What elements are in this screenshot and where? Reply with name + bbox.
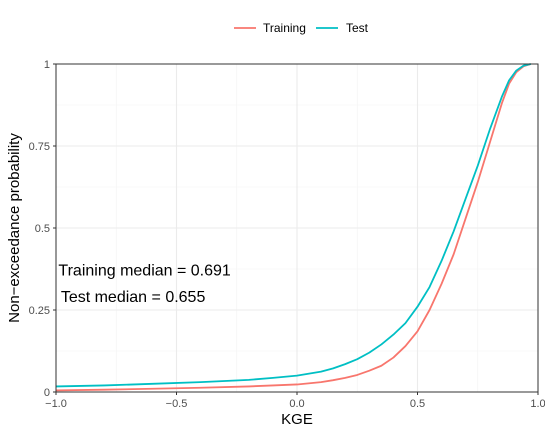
legend-label-training: Training xyxy=(263,21,306,35)
x-tick-label: −0.5 xyxy=(166,398,188,410)
y-tick-label: 0.5 xyxy=(35,223,50,235)
test-median-annotation: Test median = 0.655 xyxy=(61,289,206,306)
y-axis-title: Non−exceedance probability xyxy=(6,133,23,323)
legend-label-test: Test xyxy=(346,21,369,35)
x-tick-label: −1.0 xyxy=(45,398,67,410)
y-tick-label: 0.25 xyxy=(29,305,50,317)
training-median-annotation: Training median = 0.691 xyxy=(58,263,231,280)
legend: Training Test xyxy=(234,21,369,35)
ticks: −1.0 −0.5 0.0 0.5 1.0 0 0.25 0.5 0.75 1 xyxy=(29,59,545,410)
series-line-training xyxy=(55,63,532,392)
y-tick-label: 0 xyxy=(44,387,50,399)
y-tick-label: 0.75 xyxy=(29,141,50,153)
y-tick-label: 1 xyxy=(44,59,50,71)
x-axis-title: KGE xyxy=(281,411,313,428)
x-tick-label: 0.0 xyxy=(289,398,304,410)
annotations: Training median = 0.691 Test median = 0.… xyxy=(58,263,231,306)
x-tick-label: 1.0 xyxy=(530,398,545,410)
series-line-test xyxy=(55,63,531,388)
series-layer xyxy=(55,63,532,392)
x-tick-label: 0.5 xyxy=(410,398,425,410)
